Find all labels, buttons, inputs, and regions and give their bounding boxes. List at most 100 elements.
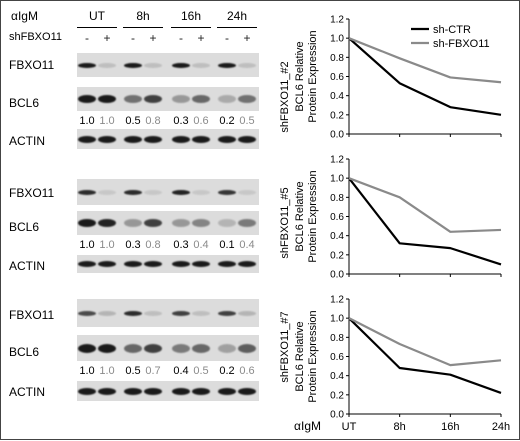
blot-bcl6 (77, 87, 259, 111)
blot-band (78, 219, 96, 227)
quant-value: 0.5 (125, 365, 141, 377)
y-tick-label: 0.8 (330, 333, 344, 344)
y-axis-label-line: BCL6 Relative (294, 41, 306, 111)
y-axis-label-line: BCL6 Relative (294, 181, 306, 251)
quant-value: 0.4 (239, 239, 255, 251)
blot-band (144, 343, 162, 353)
blot-band (124, 95, 142, 103)
blot-band (124, 189, 142, 195)
timepoint-label: 16h (180, 9, 202, 23)
lane-sign: + (243, 31, 251, 45)
blot-band (192, 95, 210, 103)
blot-band (192, 261, 210, 267)
row-label-fbxo11: FBXO11 (9, 308, 55, 322)
blot-band (144, 135, 162, 143)
y-tick-label: 1.0 (330, 314, 344, 325)
blot-band (98, 95, 116, 103)
blot-actin (77, 255, 259, 273)
blot-band (238, 95, 256, 103)
blot-band (124, 261, 142, 267)
y-tick-label: 0.6 (330, 352, 344, 363)
quant-value: 0.7 (145, 365, 161, 377)
row-label-bcl6: BCL6 (9, 345, 40, 359)
y-tick-label: 0.4 (330, 231, 344, 242)
blot-band (98, 219, 116, 227)
quant-value: 1.0 (99, 239, 115, 251)
blot-band (98, 261, 116, 267)
blot-band (98, 135, 116, 143)
y-tick-label: 0.4 (330, 91, 344, 102)
row-label-bcl6: BCL6 (9, 96, 40, 110)
quant-value: 0.3 (173, 239, 189, 251)
y-axis-label-line: Protein Expression (307, 310, 319, 402)
x-tick-label: 16h (441, 421, 459, 433)
blot-band (124, 310, 142, 316)
quant-value: 1.0 (99, 365, 115, 377)
y-axis-label-line: Protein Expression (307, 170, 319, 262)
blot-fbxo11 (77, 179, 259, 205)
blot-band (172, 387, 190, 395)
quant-value: 0.8 (145, 115, 161, 127)
y-tick-label: 0.0 (330, 410, 344, 421)
series-line (348, 317, 502, 367)
blot-band (98, 387, 116, 395)
series-line (348, 177, 502, 266)
row-label-fbxo11: FBXO11 (9, 186, 55, 200)
blot-band (218, 135, 236, 143)
blot-band (144, 261, 162, 267)
blot-band (124, 62, 142, 68)
blot-band (238, 343, 256, 353)
blot-band (78, 261, 96, 267)
blot-band (124, 219, 142, 227)
quant-value: 0.8 (145, 239, 161, 251)
blot-band (124, 135, 142, 143)
blot-band (78, 62, 96, 68)
x-tick-label: UT (342, 421, 357, 433)
timepoint-label: 8h (136, 9, 150, 23)
lane-sign: - (225, 31, 229, 45)
blot-band (192, 135, 210, 143)
y-tick-label: 1.2 (330, 15, 344, 26)
blot-band (218, 310, 236, 316)
blot-band (172, 62, 190, 68)
x-tick-label: 8h (394, 421, 406, 433)
y-tick-label: 1.0 (330, 34, 344, 45)
blot-band (172, 135, 190, 143)
quant-value: 1.0 (79, 115, 95, 127)
series-line (348, 37, 502, 116)
quant-value: 0.3 (125, 239, 141, 251)
quant-value: 1.0 (79, 239, 95, 251)
row-label-actin: ACTIN (9, 385, 45, 399)
blot-band (218, 95, 236, 103)
row-label-actin: ACTIN (9, 259, 45, 273)
y-tick-label: 0.2 (330, 250, 344, 261)
quant-value: 0.2 (219, 365, 235, 377)
timepoint-underline (171, 27, 211, 28)
timepoint-underline (123, 27, 163, 28)
y-tick-label: 0.8 (330, 193, 344, 204)
blot-band (78, 189, 96, 195)
lane-sign: + (149, 31, 157, 45)
y-tick-label: 0.0 (330, 130, 344, 141)
blot-actin (77, 129, 259, 149)
y-tick-label: 1.2 (330, 155, 344, 166)
y-axis-label: BCL6 Relative Protein Expression (294, 170, 319, 262)
timepoint-label: UT (89, 9, 105, 23)
blot-band (172, 189, 190, 195)
blot-band (192, 343, 210, 353)
y-tick-label: 0.4 (330, 371, 344, 382)
blot-band (78, 387, 96, 395)
y-tick-label: 1.0 (330, 174, 344, 185)
legend-label: sh-FBXO11 (433, 38, 490, 50)
blot-band (218, 189, 236, 195)
blot-band (238, 310, 256, 316)
blot-band (218, 261, 236, 267)
blot-band (124, 387, 142, 395)
blot-band (238, 135, 256, 143)
quant-value: 0.1 (219, 239, 235, 251)
x-axis-label: αIgM (294, 419, 321, 433)
blot-band (218, 219, 236, 227)
